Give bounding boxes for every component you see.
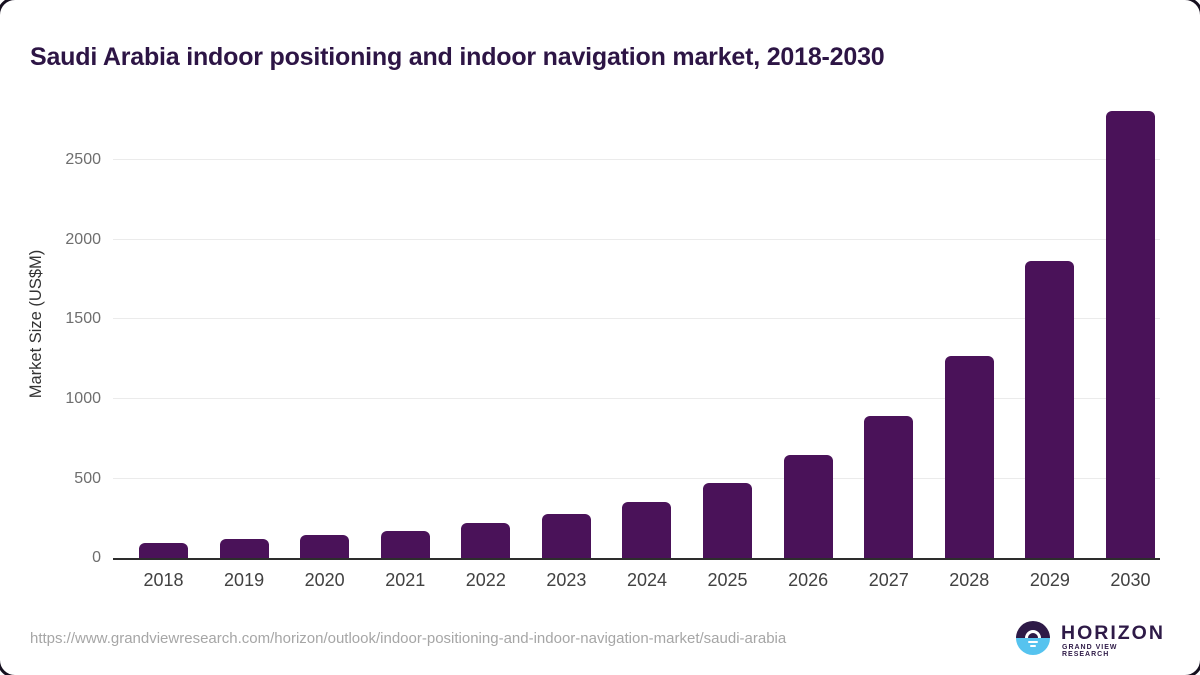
bar-2024 <box>622 501 672 558</box>
y-tick-label: 1500 <box>65 310 101 328</box>
gridline <box>113 477 1160 479</box>
bar-2030 <box>1105 111 1155 558</box>
gridline <box>113 238 1160 240</box>
y-tick-label: 0 <box>92 549 101 566</box>
x-tick-label: 2030 <box>1110 570 1151 590</box>
logo-sub-brand-text: GRAND VIEW RESEARCH <box>1062 644 1118 658</box>
horizon-logo-icon <box>1016 621 1050 655</box>
bar-2022 <box>461 523 511 558</box>
source-url: https://www.grandviewresearch.com/horizo… <box>30 630 787 647</box>
y-tick-label: 2500 <box>65 151 101 169</box>
x-tick-label: 2020 <box>304 570 345 590</box>
x-tick-label: 2025 <box>707 570 748 590</box>
bar-2028 <box>944 356 994 558</box>
gridline <box>113 318 1160 320</box>
x-tick-label: 2029 <box>1029 570 1070 590</box>
chart-title: Saudi Arabia indoor positioning and indo… <box>30 42 885 71</box>
x-tick-label: 2019 <box>224 570 265 590</box>
x-tick-label: 2028 <box>949 570 990 590</box>
bar-2021 <box>380 530 430 558</box>
horizon-logo: HORIZON GRAND VIEW RESEARCH <box>1016 619 1166 659</box>
x-tick-label: 2021 <box>385 570 426 590</box>
x-tick-label: 2026 <box>788 570 829 590</box>
x-tick-label: 2024 <box>626 570 667 590</box>
sunrise-icon <box>1025 630 1041 638</box>
bar-2027 <box>864 416 914 558</box>
x-tick-label: 2022 <box>465 570 506 590</box>
bar-2018 <box>139 543 188 558</box>
sun-reflection-line <box>1030 645 1036 647</box>
logo-brand-text: HORIZON <box>1061 622 1165 644</box>
x-tick-label: 2027 <box>868 570 909 590</box>
bar-2029 <box>1025 261 1075 558</box>
bar-2023 <box>541 513 591 558</box>
y-tick-label: 500 <box>74 469 101 487</box>
bar-2020 <box>300 535 350 558</box>
plot-area: 0 500 1000 1500 2000 2500 2018 2019 2020 2021 2022… <box>65 100 1160 590</box>
y-tick-label: 2000 <box>65 230 101 248</box>
y-tick-label: 1000 <box>65 389 101 407</box>
bar-2026 <box>783 455 833 558</box>
gridline <box>113 397 1160 399</box>
x-tick-label: 2018 <box>143 570 184 590</box>
gridline <box>113 159 1160 161</box>
sun-reflection-line <box>1028 641 1038 643</box>
x-tick-label: 2023 <box>546 570 587 590</box>
bar-2025 <box>703 482 753 558</box>
bar-2019 <box>219 539 269 558</box>
